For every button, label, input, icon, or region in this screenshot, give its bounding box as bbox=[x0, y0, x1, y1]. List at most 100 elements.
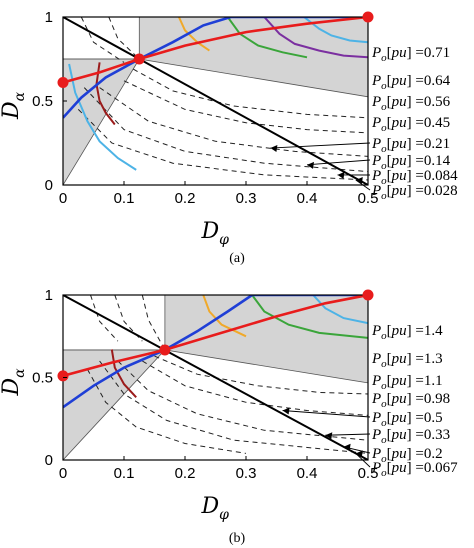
po-label-value: ] =0.14 bbox=[407, 153, 451, 169]
po-label-pu-unit: pu bbox=[391, 391, 407, 407]
contour-lower-3 bbox=[110, 349, 137, 398]
dashed-contour-7 bbox=[86, 369, 247, 454]
leader-arrow-2 bbox=[337, 171, 345, 179]
po-label-pu-unit: pu bbox=[391, 323, 407, 339]
po-label-o: o bbox=[381, 467, 387, 479]
y-axis-label: Dα bbox=[0, 91, 28, 120]
red-trajectory bbox=[63, 17, 368, 84]
y-axis-label-sub: α bbox=[12, 368, 28, 378]
xtick-label-3: 0.3 bbox=[236, 190, 257, 207]
po-label-value: ] =0.21 bbox=[407, 136, 450, 152]
po-label-pu: [ bbox=[387, 136, 392, 152]
po-label-pu-unit: pu bbox=[391, 183, 407, 199]
x-axis-label-sub: φ bbox=[219, 507, 229, 523]
po-label-pu-unit: pu bbox=[391, 460, 407, 476]
boundary-diagonal bbox=[63, 295, 368, 460]
po-label-p: P bbox=[371, 410, 381, 426]
po-label-value: ] =0.5 bbox=[407, 410, 443, 426]
xtick-label-3: 0.3 bbox=[236, 465, 257, 482]
po-label-value: ] =1.4 bbox=[407, 323, 443, 339]
ytick-label-0: 0 bbox=[45, 452, 53, 469]
po-label-p: P bbox=[371, 136, 381, 152]
dashed-contour-0 bbox=[108, 17, 140, 60]
po-label-value: ] =0.067 bbox=[407, 460, 458, 476]
po-label-o: o bbox=[381, 358, 387, 370]
po-label-4: Po[pu] =0.21 bbox=[371, 136, 450, 155]
red-marker-2 bbox=[362, 11, 374, 23]
po-label-value: ] =1.1 bbox=[407, 373, 443, 389]
po-label-p: P bbox=[371, 373, 381, 389]
po-label-p: P bbox=[371, 183, 381, 199]
xtick-label-5: 0.5 bbox=[358, 465, 379, 482]
leader-arrow-0 bbox=[282, 407, 290, 415]
red-marker-0 bbox=[57, 370, 69, 382]
po-label-pu: [ bbox=[387, 446, 392, 462]
po-label-p: P bbox=[371, 73, 381, 89]
po-label-o: o bbox=[381, 175, 387, 187]
dashed-contour-2 bbox=[90, 295, 119, 342]
po-label-p: P bbox=[371, 94, 381, 110]
leader-line-1 bbox=[325, 433, 371, 436]
xtick-label-2: 0.2 bbox=[175, 190, 196, 207]
leader-arrow-3 bbox=[355, 176, 363, 184]
plot-area bbox=[63, 17, 368, 185]
red-marker-1 bbox=[133, 53, 145, 65]
po-label-value: ] =0.33 bbox=[407, 427, 450, 443]
po-label-p: P bbox=[371, 391, 381, 407]
po-label-pu: [ bbox=[387, 427, 392, 443]
po-label-o: o bbox=[381, 52, 387, 64]
po-label-pu: [ bbox=[387, 323, 392, 339]
po-label-value: ] =0.71 bbox=[407, 45, 450, 61]
ytick-label-1: 0.5 bbox=[32, 93, 53, 110]
contour-upper-0 bbox=[303, 17, 368, 44]
po-label-pu: [ bbox=[387, 391, 392, 407]
po-label-value: ] =0.56 bbox=[407, 94, 451, 110]
red-marker-0 bbox=[57, 77, 69, 89]
po-label-o: o bbox=[381, 80, 387, 92]
po-label-2: Po[pu] =0.56 bbox=[371, 94, 451, 113]
po-label-value: ] =0.2 bbox=[407, 446, 443, 462]
po-label-1: Po[pu] =1.3 bbox=[371, 351, 443, 370]
dashed-contour-0 bbox=[141, 295, 166, 351]
leader-arrow-1 bbox=[325, 432, 333, 440]
xtick-label-4: 0.4 bbox=[297, 465, 318, 482]
x-axis-label-sub: φ bbox=[219, 232, 229, 248]
y-axis-label: Dα bbox=[0, 368, 28, 397]
dashed-contour-4 bbox=[99, 87, 368, 157]
leader-arrow-0 bbox=[270, 145, 278, 153]
boundary-diagonal bbox=[63, 17, 368, 185]
leader-line-1 bbox=[306, 159, 371, 166]
po-label-p: P bbox=[371, 460, 381, 476]
xtick-label-0: 0 bbox=[59, 190, 67, 207]
po-label-5: Po[pu] =0.14 bbox=[371, 153, 451, 172]
po-label-o: o bbox=[381, 380, 387, 392]
leader-arrow-1 bbox=[307, 161, 314, 169]
po-label-value: ] =0.98 bbox=[407, 391, 450, 407]
po-label-pu-unit: pu bbox=[391, 410, 407, 426]
red-marker-2 bbox=[362, 289, 374, 301]
contour-upper-2 bbox=[226, 17, 308, 59]
panel-caption: (b) bbox=[229, 531, 246, 546]
po-label-value: ] =0.028 bbox=[407, 183, 458, 199]
contour-upper-0 bbox=[312, 295, 368, 325]
po-label-pu: [ bbox=[387, 73, 392, 89]
ytick-label-0: 0 bbox=[45, 177, 53, 194]
po-label-0: Po[pu] =1.4 bbox=[371, 323, 443, 342]
po-label-value: ] =1.3 bbox=[407, 351, 443, 367]
po-label-o: o bbox=[381, 122, 387, 134]
po-label-7: Po[pu] =0.028 bbox=[371, 183, 458, 202]
po-label-o: o bbox=[381, 101, 387, 113]
xtick-label-0: 0 bbox=[59, 465, 67, 482]
po-label-pu-unit: pu bbox=[391, 153, 407, 169]
po-label-7: Po[pu] =0.067 bbox=[371, 460, 458, 479]
po-label-pu-unit: pu bbox=[391, 136, 407, 152]
po-label-pu: [ bbox=[387, 460, 392, 476]
dashed-contour-1 bbox=[114, 295, 143, 342]
po-label-o: o bbox=[381, 417, 387, 429]
po-label-pu-unit: pu bbox=[391, 351, 407, 367]
dashed-contour-1 bbox=[80, 17, 125, 63]
dashed-contour-3 bbox=[154, 355, 368, 395]
po-label-3: Po[pu] =0.45 bbox=[371, 115, 450, 134]
ytick-label-2: 1 bbox=[45, 287, 53, 304]
